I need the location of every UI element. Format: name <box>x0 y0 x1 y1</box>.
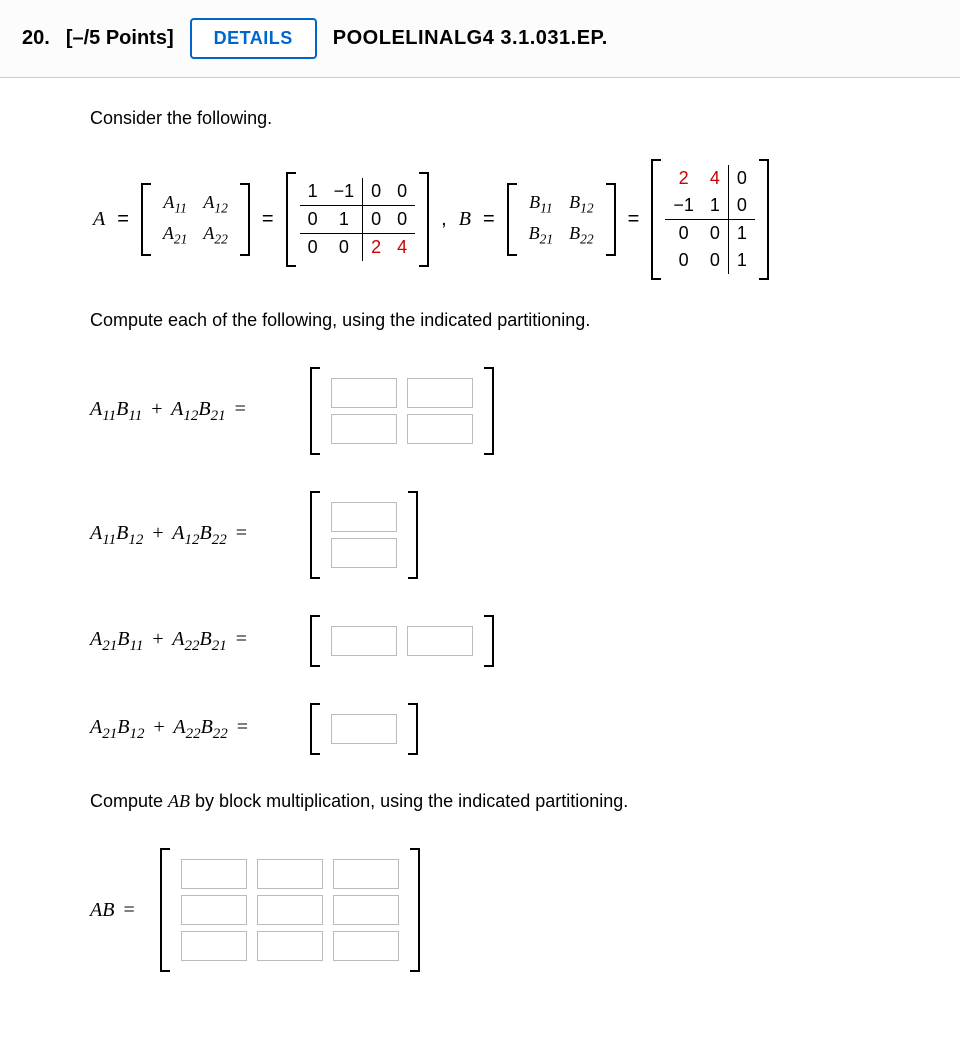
ab-r2c0[interactable] <box>181 931 247 961</box>
eq-sign: = <box>111 208 135 231</box>
expr-1-row: A11B11 + A12B21 = <box>90 367 880 455</box>
matrix-B-blocks: B11 B12 B21 B22 <box>507 183 616 256</box>
expr-3-lhs: A21B11 + A22B21 = <box>90 628 310 655</box>
AB-matrix <box>160 848 420 972</box>
matrix-A-blocks: A11 A12 A21 A22 <box>141 183 250 256</box>
sym-A: A <box>93 208 105 231</box>
prompt-compute-AB: Compute AB by block multiplication, usin… <box>90 791 880 812</box>
expr-1-matrix <box>310 367 494 455</box>
expr3-r0c0[interactable] <box>331 626 397 656</box>
question-header: 20. [–/5 Points] DETAILS POOLELINALG4 3.… <box>0 0 960 78</box>
expr-4-row: A21B12 + A22B22 = <box>90 703 880 755</box>
eq-sign: = <box>622 208 646 231</box>
eq-sign: = <box>256 208 280 231</box>
expr1-r1c0[interactable] <box>331 414 397 444</box>
expr2-r1c0[interactable] <box>331 538 397 568</box>
question-number: 20. <box>22 27 50 50</box>
expr-4-matrix <box>310 703 418 755</box>
expr1-r0c1[interactable] <box>407 378 473 408</box>
ab-r0c1[interactable] <box>257 859 323 889</box>
expr-1-lhs: A11B11 + A12B21 = <box>90 398 310 425</box>
topic-label: POOLELINALG4 3.1.031.EP. <box>333 27 608 50</box>
expr4-r0c0[interactable] <box>331 714 397 744</box>
details-button[interactable]: DETAILS <box>190 18 317 59</box>
expr-3-matrix <box>310 615 494 667</box>
expr-2-row: A11B12 + A12B22 = <box>90 491 880 579</box>
expr-3-row: A21B11 + A22B21 = <box>90 615 880 667</box>
points-label: [–/5 Points] <box>66 27 174 50</box>
expr-AB-row: AB = <box>90 848 880 972</box>
prompt-consider: Consider the following. <box>90 108 880 129</box>
question-body: Consider the following. A = A11 A12 A21 … <box>0 78 960 1048</box>
matrix-definitions: A = A11 A12 A21 A22 = <box>90 159 880 280</box>
ab-r0c0[interactable] <box>181 859 247 889</box>
expr-2-lhs: A11B12 + A12B22 = <box>90 522 310 549</box>
expr-4-lhs: A21B12 + A22B22 = <box>90 716 310 743</box>
ab-r1c2[interactable] <box>333 895 399 925</box>
matrix-A-values: 1−1 00 01 00 00 24 <box>286 172 430 267</box>
matrix-B-values: 24 0 −11 0 00 1 00 1 <box>651 159 769 280</box>
expr-2-matrix <box>310 491 418 579</box>
expr3-r0c1[interactable] <box>407 626 473 656</box>
prompt-compute-parts: Compute each of the following, using the… <box>90 310 880 331</box>
expr1-r0c0[interactable] <box>331 378 397 408</box>
expr1-r1c1[interactable] <box>407 414 473 444</box>
AB-lhs: AB = <box>90 899 160 922</box>
ab-r1c1[interactable] <box>257 895 323 925</box>
ab-r2c1[interactable] <box>257 931 323 961</box>
expr2-r0c0[interactable] <box>331 502 397 532</box>
ab-r0c2[interactable] <box>333 859 399 889</box>
eq-sign: = <box>477 208 501 231</box>
comma: , <box>435 208 453 231</box>
sym-B: B <box>459 208 471 231</box>
ab-r1c0[interactable] <box>181 895 247 925</box>
ab-r2c2[interactable] <box>333 931 399 961</box>
